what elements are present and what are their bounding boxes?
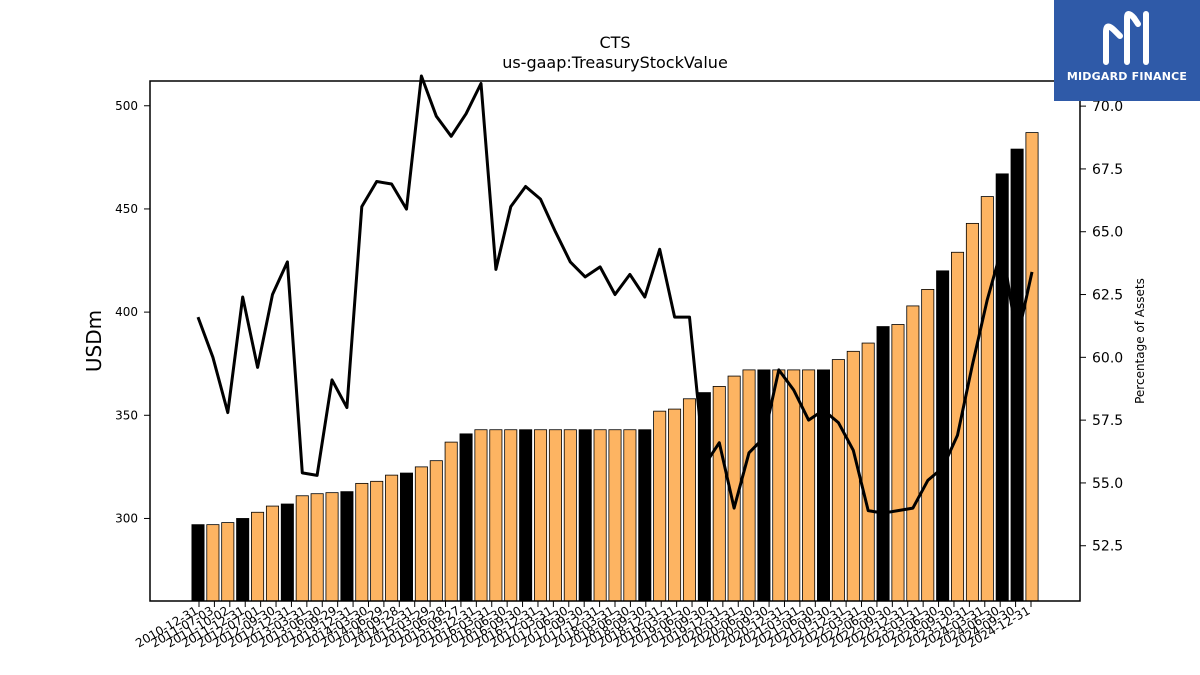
bar (221, 522, 235, 602)
bar (921, 289, 935, 602)
logo-mark-icon (1103, 11, 1149, 65)
percentage-line (196, 74, 1034, 515)
bar (265, 505, 279, 602)
bar (206, 524, 220, 602)
percentage-line-group (196, 74, 1034, 515)
bar (385, 474, 399, 602)
bar (489, 429, 503, 602)
x-axis: 2010-12-312011-07-032011-10-022011-12-31… (133, 601, 1033, 650)
bar (861, 342, 875, 602)
bar (623, 429, 637, 602)
y2-axis-label: Percentage of Assets (1133, 278, 1147, 404)
bar (638, 429, 652, 602)
logo-text: MIDGARD FINANCE (1066, 70, 1188, 83)
bar (712, 385, 726, 602)
bar (772, 369, 786, 602)
bar (787, 369, 801, 602)
bar (608, 429, 622, 602)
bar (816, 369, 831, 602)
bar (757, 369, 771, 602)
bar (831, 359, 845, 602)
y2-tick-label: 67.5 (1092, 162, 1123, 178)
y2-tick-label: 60.0 (1092, 350, 1123, 366)
y2-tick-label: 57.5 (1092, 413, 1123, 429)
bar (191, 524, 205, 602)
y2-axis: 52.5 55.0 57.5 60.0 62.5 65.0 67.5 70.0 (1080, 99, 1123, 555)
bar (251, 511, 265, 602)
bar (504, 429, 518, 602)
bar (1025, 132, 1039, 602)
chart-subtitle: us-gaap:TreasuryStockValue (502, 53, 728, 72)
bar (519, 429, 533, 602)
y2-tick-label: 55.0 (1092, 476, 1123, 492)
bar (295, 495, 309, 602)
bar (325, 492, 339, 602)
bar (682, 398, 696, 602)
chart-title: CTS (599, 33, 630, 52)
y-axis-label: USDm (82, 310, 106, 372)
bar (340, 491, 354, 602)
bar (236, 518, 250, 602)
y2-tick-label: 65.0 (1092, 225, 1123, 241)
bar (429, 460, 443, 602)
y-tick-label: 400 (115, 305, 138, 319)
bar (444, 441, 458, 602)
bar (593, 429, 607, 602)
bar (742, 369, 756, 602)
bar (548, 429, 562, 602)
bar (980, 196, 994, 602)
y-axis: 300 350 400 450 500 (115, 99, 150, 525)
bars-group (191, 132, 1039, 602)
bar (891, 324, 905, 602)
y2-tick-label: 52.5 (1092, 539, 1123, 555)
bar (578, 429, 592, 602)
bar (1010, 148, 1024, 602)
y2-tick-label: 70.0 (1092, 99, 1123, 115)
bar (310, 493, 324, 602)
bar (876, 326, 890, 602)
bar (951, 251, 965, 602)
bar (906, 305, 920, 602)
bar (846, 350, 860, 602)
bar (668, 408, 682, 602)
bar (802, 369, 816, 602)
bar (370, 480, 384, 602)
y-tick-label: 500 (115, 99, 138, 113)
bar (936, 270, 950, 602)
bar (653, 410, 667, 602)
y-tick-label: 300 (115, 511, 138, 525)
y2-tick-label: 62.5 (1092, 288, 1123, 304)
bar (414, 466, 428, 602)
bar (563, 429, 577, 602)
bar (280, 503, 294, 602)
bar (534, 429, 548, 602)
midgard-finance-logo: MIDGARD FINANCE (1054, 0, 1200, 101)
y-tick-label: 450 (115, 202, 138, 216)
y-tick-label: 350 (115, 408, 138, 422)
bar (459, 433, 473, 602)
bar (399, 472, 414, 602)
bar (355, 482, 369, 602)
bar (965, 222, 979, 602)
bar (474, 429, 488, 602)
bar (995, 173, 1009, 602)
